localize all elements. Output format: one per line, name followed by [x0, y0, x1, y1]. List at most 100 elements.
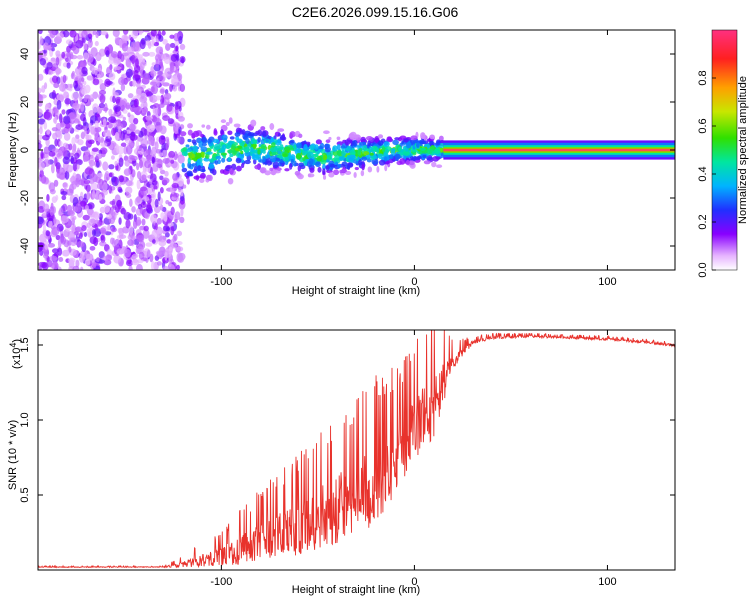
spectrogram-cell — [74, 226, 83, 233]
spectrogram-cell — [151, 84, 159, 95]
spectrogram-cell — [118, 157, 124, 168]
spectrogram-cell — [154, 95, 162, 101]
spectrogram-cell — [83, 154, 89, 163]
spectrogram-cell — [206, 151, 213, 155]
spectrogram-cell — [386, 136, 392, 141]
spectrogram-cell — [42, 223, 46, 233]
spectrogram-cell — [38, 216, 44, 225]
spectrogram-cell — [154, 222, 158, 231]
spectrogram-cell — [198, 140, 204, 148]
spectrogram-y-label: Frequency (Hz) — [7, 112, 19, 188]
x-tick-label: 100 — [598, 276, 616, 288]
spectrogram-cell — [39, 126, 43, 135]
spectrogram-cell — [308, 158, 314, 165]
spectrogram-cell — [201, 124, 206, 128]
spectrogram-cell — [434, 147, 441, 155]
spectrogram-cell — [145, 204, 153, 213]
spectrogram-cell — [177, 256, 184, 263]
spectrogram-cell — [322, 174, 327, 180]
spectrogram-cell — [176, 177, 185, 187]
spectrogram-cell — [201, 136, 208, 144]
spectrogram-cell — [50, 163, 55, 174]
spectrogram-cell — [84, 97, 88, 103]
spectrogram-cell — [260, 143, 267, 150]
spectrogram-cell — [164, 57, 171, 65]
spectrogram-cell — [289, 139, 295, 144]
spectrogram-cell — [65, 39, 73, 45]
spectrogram-cell — [142, 51, 150, 57]
spectrogram-cell — [142, 30, 151, 33]
spectrogram-cell — [171, 182, 179, 189]
spectrogram-cell — [178, 35, 183, 45]
spectrogram-cell — [94, 120, 99, 128]
spectrogram-cell — [156, 158, 163, 168]
spectrogram-cell — [170, 159, 175, 164]
spectrogram-cell — [150, 261, 155, 270]
spectrogram-cell — [66, 62, 71, 69]
spectrogram-cell — [92, 78, 100, 86]
spectrogram-cell — [150, 70, 157, 77]
spectrogram-cell — [180, 207, 184, 217]
spectrogram-cell — [158, 246, 166, 257]
spectrogram-cell — [148, 51, 156, 57]
spectrogram-cell — [399, 135, 407, 140]
spectrogram-cell — [125, 219, 131, 229]
spectrogram-cell — [174, 126, 179, 132]
spectrogram-cell — [75, 202, 82, 213]
spectrogram-cell — [125, 102, 131, 110]
spectrogram-cell — [345, 141, 349, 146]
spectrogram-cell — [169, 34, 175, 39]
spectrogram-cell — [199, 178, 205, 183]
spectrogram-cell — [79, 191, 84, 201]
x-tick-label: 0 — [411, 576, 417, 588]
spectrogram-cell — [153, 185, 158, 190]
spectrogram-cell — [153, 204, 161, 214]
spectrogram-cell — [142, 72, 151, 82]
spectrogram-cell — [168, 246, 173, 252]
spectrogram-cell — [378, 140, 384, 146]
spectrogram-cell — [107, 223, 111, 231]
spectrogram-cell — [94, 224, 99, 231]
snr-plot: -100 0 100 0.5 1.0 1.5 Height of straight lin… — [7, 329, 676, 596]
spectrogram-cell — [341, 169, 348, 173]
spectrogram-cell — [128, 123, 136, 133]
spectrogram-cell — [105, 50, 110, 58]
spectrogram-cell — [176, 264, 180, 270]
spectrogram-cell — [94, 67, 98, 76]
spectrogram-cell — [305, 141, 311, 145]
spectrogram-cell — [179, 43, 186, 51]
spectrogram-cell — [177, 135, 181, 143]
spectrogram-cell — [175, 45, 179, 52]
spectrogram-cell — [49, 30, 56, 38]
spectrogram-cell — [236, 165, 242, 172]
spectrogram-cell — [363, 151, 370, 156]
spectrogram-cell — [42, 134, 50, 141]
spectrogram-cell — [138, 159, 144, 169]
spectrogram-cell — [83, 81, 87, 86]
spectrogram-cell — [135, 58, 139, 68]
spectrogram-cell — [55, 50, 61, 57]
spectrogram-cell — [257, 129, 263, 137]
spectrogram-cell — [159, 187, 164, 194]
spectrogram-cell — [244, 159, 251, 165]
spectrogram-cell — [179, 216, 185, 224]
spectrogram-cell — [183, 150, 188, 157]
spectrogram-cell — [131, 54, 136, 65]
spectrogram-cell — [173, 233, 178, 242]
spectrogram-cell — [60, 215, 69, 224]
spectrogram-cell — [383, 141, 390, 147]
spectrogram-cell — [108, 164, 115, 170]
spectrogram-cell — [247, 132, 255, 137]
spectrogram-cell — [75, 39, 84, 49]
spectrogram-cell — [88, 218, 96, 227]
spectrogram-cell — [134, 129, 141, 134]
spectrogram-cell — [233, 123, 241, 128]
spectrogram-cell — [162, 115, 170, 121]
spectrogram-cell — [64, 170, 70, 180]
spectrogram-cell — [54, 156, 58, 167]
spectrogram-cell — [131, 206, 136, 213]
spectrogram-cell — [43, 121, 48, 130]
spectrogram-cell — [127, 213, 134, 220]
spectrogram-cell — [160, 212, 165, 220]
spectrogram-cell — [83, 232, 88, 237]
